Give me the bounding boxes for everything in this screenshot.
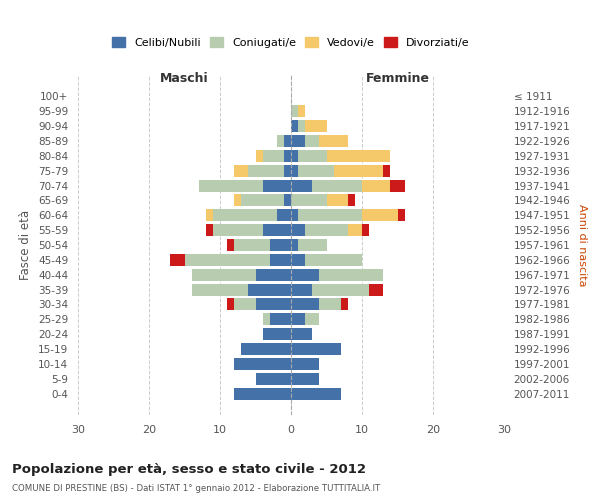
Bar xyxy=(334,165,383,176)
Text: Popolazione per età, sesso e stato civile - 2012: Popolazione per età, sesso e stato civil… xyxy=(12,462,366,475)
Bar xyxy=(305,224,348,236)
Bar xyxy=(291,269,319,280)
Bar xyxy=(263,150,284,162)
Bar xyxy=(185,254,270,266)
Bar xyxy=(319,135,348,147)
Bar xyxy=(291,343,341,355)
Bar xyxy=(348,224,362,236)
Bar xyxy=(241,343,291,355)
Bar xyxy=(270,314,291,325)
Bar xyxy=(234,358,291,370)
Bar xyxy=(291,314,305,325)
Bar xyxy=(277,210,291,221)
Bar xyxy=(398,210,404,221)
Bar xyxy=(284,165,291,176)
Bar xyxy=(305,135,319,147)
Bar xyxy=(291,135,305,147)
Bar xyxy=(284,150,291,162)
Bar xyxy=(313,180,362,192)
Bar xyxy=(206,210,213,221)
Bar xyxy=(298,210,362,221)
Bar xyxy=(234,388,291,400)
Bar xyxy=(248,165,284,176)
Bar xyxy=(291,224,305,236)
Bar xyxy=(213,210,277,221)
Bar xyxy=(291,254,305,266)
Bar xyxy=(206,224,213,236)
Bar xyxy=(256,269,291,280)
Bar xyxy=(305,120,326,132)
Bar xyxy=(291,388,341,400)
Bar xyxy=(291,358,319,370)
Bar xyxy=(234,298,256,310)
Bar xyxy=(298,120,305,132)
Bar xyxy=(234,165,248,176)
Text: Maschi: Maschi xyxy=(160,72,209,85)
Y-axis label: Fasce di età: Fasce di età xyxy=(19,210,32,280)
Bar xyxy=(291,239,298,251)
Bar xyxy=(227,239,234,251)
Bar xyxy=(362,180,391,192)
Bar xyxy=(369,284,383,296)
Bar xyxy=(298,106,305,117)
Bar xyxy=(291,150,298,162)
Bar xyxy=(362,210,398,221)
Bar xyxy=(291,210,298,221)
Bar xyxy=(263,328,291,340)
Bar xyxy=(263,314,270,325)
Bar xyxy=(270,239,291,251)
Bar xyxy=(291,298,319,310)
Bar xyxy=(234,239,270,251)
Bar xyxy=(284,194,291,206)
Bar xyxy=(213,224,263,236)
Bar xyxy=(241,194,284,206)
Bar xyxy=(305,254,362,266)
Bar xyxy=(298,150,326,162)
Y-axis label: Anni di nascita: Anni di nascita xyxy=(577,204,587,286)
Text: Femmine: Femmine xyxy=(365,72,430,85)
Bar xyxy=(227,298,234,310)
Bar xyxy=(291,106,298,117)
Bar xyxy=(348,194,355,206)
Bar xyxy=(305,314,319,325)
Bar xyxy=(291,373,319,384)
Bar xyxy=(291,194,326,206)
Bar xyxy=(313,284,369,296)
Bar xyxy=(319,298,341,310)
Bar xyxy=(391,180,404,192)
Bar xyxy=(341,298,348,310)
Bar xyxy=(326,150,391,162)
Bar xyxy=(256,150,263,162)
Bar xyxy=(291,180,313,192)
Bar xyxy=(291,328,313,340)
Bar xyxy=(199,180,263,192)
Bar xyxy=(291,284,313,296)
Bar xyxy=(277,135,284,147)
Bar xyxy=(256,298,291,310)
Bar xyxy=(270,254,291,266)
Bar xyxy=(263,180,291,192)
Bar xyxy=(326,194,348,206)
Bar xyxy=(170,254,185,266)
Text: COMUNE DI PRESTINE (BS) - Dati ISTAT 1° gennaio 2012 - Elaborazione TUTTITALIA.I: COMUNE DI PRESTINE (BS) - Dati ISTAT 1° … xyxy=(12,484,380,493)
Bar xyxy=(291,120,298,132)
Bar xyxy=(248,284,291,296)
Bar xyxy=(191,269,256,280)
Bar xyxy=(298,239,326,251)
Bar xyxy=(319,269,383,280)
Bar xyxy=(234,194,241,206)
Bar xyxy=(362,224,369,236)
Bar xyxy=(256,373,291,384)
Legend: Celibi/Nubili, Coniugati/e, Vedovi/e, Divorziati/e: Celibi/Nubili, Coniugati/e, Vedovi/e, Di… xyxy=(108,33,474,52)
Bar xyxy=(383,165,391,176)
Bar xyxy=(191,284,248,296)
Bar xyxy=(263,224,291,236)
Bar xyxy=(291,165,298,176)
Bar xyxy=(298,165,334,176)
Bar xyxy=(284,135,291,147)
